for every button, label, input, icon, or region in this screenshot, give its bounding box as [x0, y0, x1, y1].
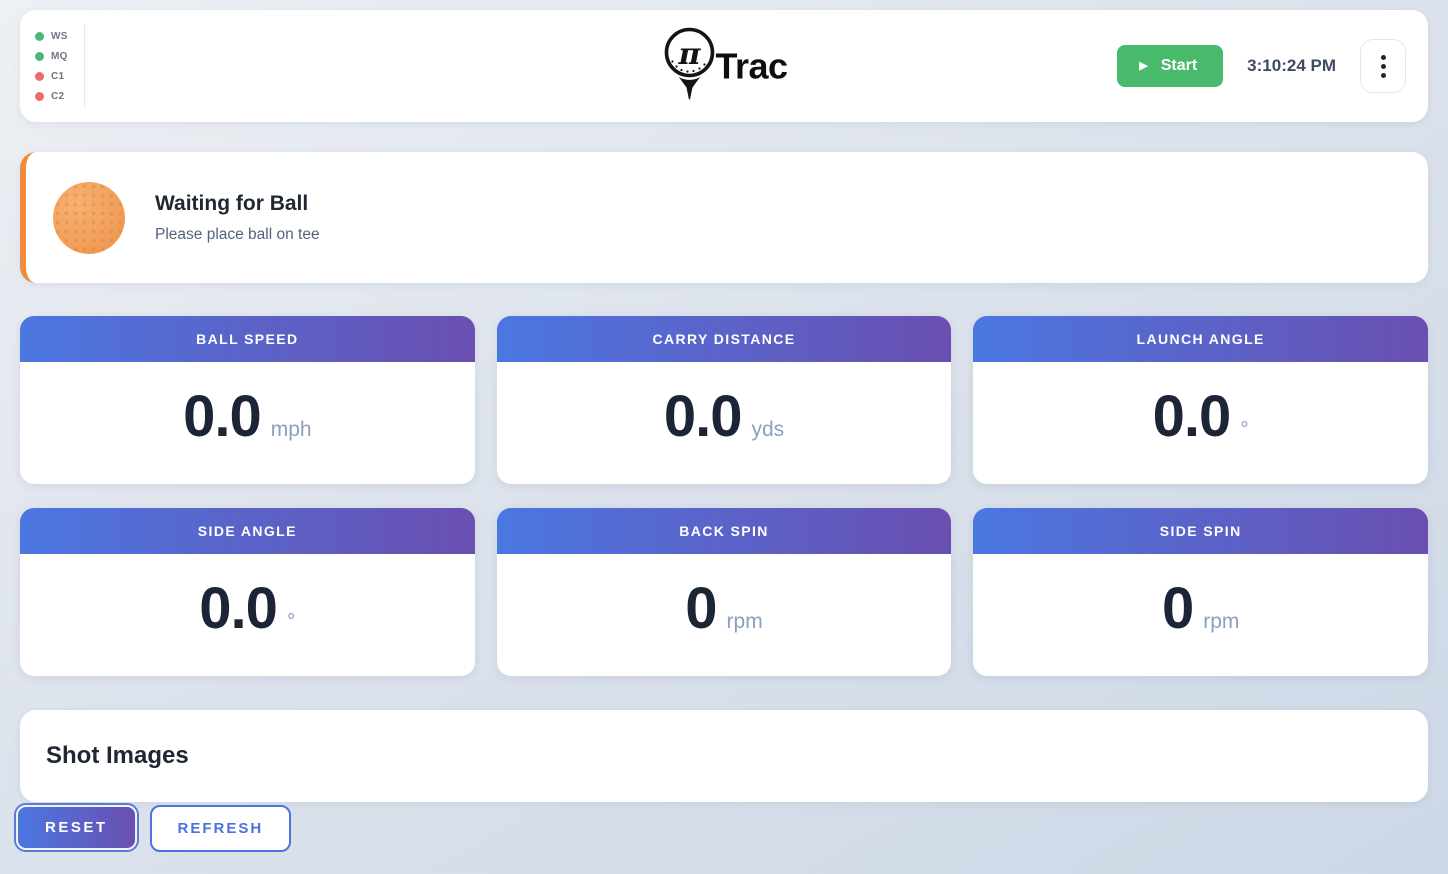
start-button-label: Start	[1160, 57, 1198, 74]
metric-card-back-spin: BACK SPIN 0 rpm	[496, 508, 952, 676]
metric-unit: °	[286, 610, 296, 633]
metric-label: CARRY DISTANCE	[652, 331, 796, 347]
overflow-menu-button[interactable]	[1360, 39, 1406, 93]
shot-images-title: Shot Images	[46, 742, 189, 769]
metric-card-side-spin: SIDE SPIN 0 rpm	[973, 508, 1428, 676]
header-controls: ▶ Start 3:10:24 PM	[1117, 39, 1428, 93]
golf-ball-tee-pi-icon: π	[660, 26, 718, 107]
svg-text:π: π	[677, 37, 701, 72]
status-label: C1	[51, 70, 65, 82]
metric-body: 0.0 mph	[20, 362, 475, 484]
metric-body: 0.0 °	[973, 362, 1428, 484]
metric-body: 0 rpm	[973, 554, 1428, 676]
metric-value: 0.0	[1152, 384, 1232, 449]
status-dot-icon	[35, 71, 44, 81]
status-item-ws: WS	[35, 31, 68, 42]
metric-value: 0.0	[663, 384, 743, 449]
current-time: 3:10:24 PM	[1247, 56, 1336, 75]
status-dot-icon	[35, 31, 44, 41]
status-item-c2: C2	[35, 91, 68, 102]
metric-card-ball-speed: BALL SPEED 0.0 mph	[20, 316, 475, 484]
app-logo: π Trac	[660, 26, 788, 107]
metric-card-launch-angle: LAUNCH ANGLE 0.0 °	[973, 316, 1428, 484]
metric-header: BACK SPIN	[496, 508, 952, 554]
metrics-grid: BALL SPEED 0.0 mph CARRY DISTANCE 0.0 yd…	[20, 316, 1428, 676]
connection-status-panel: WS MQ C1 C2	[20, 24, 85, 108]
metric-unit: yds	[751, 418, 785, 441]
logo-text: Trac	[715, 45, 788, 86]
metric-card-carry-distance: CARRY DISTANCE 0.0 yds	[496, 316, 952, 484]
metric-header: SIDE SPIN	[973, 508, 1428, 554]
metric-unit: rpm	[726, 610, 763, 633]
metric-value: 0	[685, 576, 717, 641]
metric-body: 0.0 °	[20, 554, 475, 676]
metric-header: LAUNCH ANGLE	[973, 316, 1428, 362]
status-label: C2	[51, 90, 65, 102]
metric-label: LAUNCH ANGLE	[1136, 331, 1265, 347]
metric-unit: mph	[270, 418, 312, 441]
metric-body: 0 rpm	[497, 554, 952, 676]
status-dot-icon	[35, 51, 44, 61]
status-label: WS	[51, 30, 68, 42]
play-icon: ▶	[1139, 59, 1148, 72]
ball-status-card: Waiting for Ball Please place ball on te…	[20, 152, 1428, 283]
golf-ball-icon	[53, 181, 125, 254]
metric-header: BALL SPEED	[20, 316, 475, 362]
metric-unit: rpm	[1203, 610, 1240, 633]
metric-value: 0.0	[199, 576, 278, 641]
start-button[interactable]: ▶ Start	[1117, 45, 1224, 87]
ball-status-text: Waiting for Ball Please place ball on te…	[155, 192, 320, 244]
metric-card-side-angle: SIDE ANGLE 0.0 °	[20, 508, 475, 676]
status-dot-icon	[35, 91, 44, 101]
app-header: WS MQ C1 C2 π	[20, 10, 1428, 122]
status-item-c1: C1	[35, 71, 68, 82]
metric-value: 0	[1161, 576, 1194, 641]
reset-button[interactable]: RESET	[16, 805, 137, 850]
metric-header: CARRY DISTANCE	[496, 316, 952, 362]
kebab-icon	[1380, 54, 1386, 60]
ball-status-title: Waiting for Ball	[155, 191, 309, 215]
action-buttons-row: RESET REFRESH	[16, 805, 1448, 852]
metric-label: SIDE SPIN	[1159, 523, 1242, 539]
status-item-mq: MQ	[35, 51, 68, 62]
kebab-icon	[1380, 72, 1386, 78]
metric-unit: °	[1240, 418, 1249, 441]
metric-label: SIDE ANGLE	[197, 523, 297, 539]
status-label: MQ	[51, 50, 68, 62]
kebab-icon	[1380, 63, 1386, 69]
metric-label: BALL SPEED	[196, 331, 299, 347]
ball-status-subtitle: Please place ball on tee	[155, 225, 320, 243]
metric-body: 0.0 yds	[497, 362, 952, 484]
metric-value: 0.0	[183, 384, 262, 449]
metric-header: SIDE ANGLE	[20, 508, 475, 554]
shot-images-card: Shot Images	[20, 710, 1428, 802]
refresh-button[interactable]: REFRESH	[149, 805, 292, 852]
metric-label: BACK SPIN	[679, 523, 769, 539]
